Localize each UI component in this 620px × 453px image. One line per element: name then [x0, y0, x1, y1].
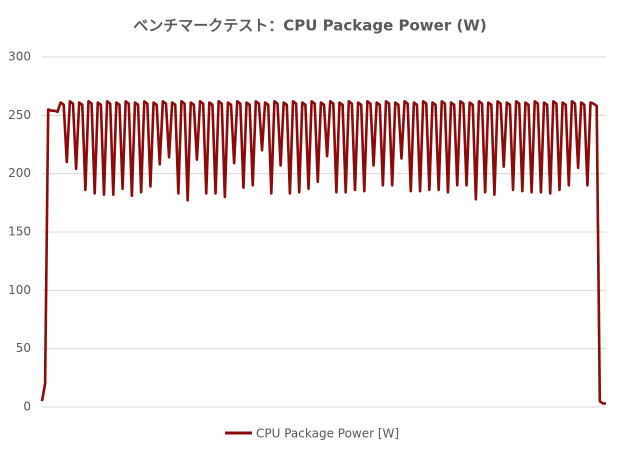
data-line — [40, 100, 606, 405]
y-tick-label: 50 — [16, 341, 31, 355]
chart-title: ベンチマークテスト：CPU Package Power (W) — [133, 17, 486, 35]
y-tick-label: 0 — [23, 400, 31, 414]
legend-label: CPU Package Power [W] — [256, 427, 399, 441]
y-tick-label: 300 — [8, 50, 31, 64]
y-tick-label: 200 — [8, 166, 31, 180]
y-tick-label: 150 — [8, 225, 31, 239]
y-tick-label: 100 — [8, 283, 31, 297]
y-tick-label: 250 — [8, 108, 31, 122]
